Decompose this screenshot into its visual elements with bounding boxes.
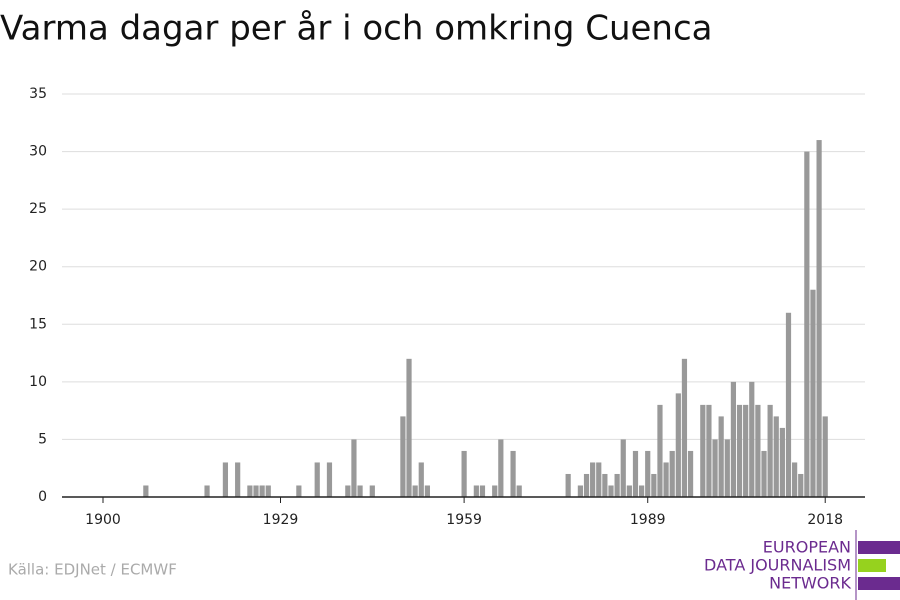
bar — [418, 462, 424, 497]
logo-bar — [858, 577, 900, 590]
bar — [663, 462, 669, 497]
bar — [681, 358, 688, 497]
bar — [326, 462, 333, 497]
bar — [718, 416, 724, 497]
bar — [755, 404, 761, 497]
bar — [773, 416, 779, 497]
bar — [222, 462, 229, 497]
bar — [626, 485, 632, 497]
bar — [406, 358, 412, 497]
bar — [724, 439, 730, 497]
bar — [810, 289, 816, 497]
bar — [400, 416, 406, 497]
bar — [669, 450, 675, 497]
bar — [736, 404, 743, 497]
logo-bar — [858, 559, 886, 572]
x-tick-label: 1959 — [446, 512, 482, 528]
bar — [675, 393, 681, 497]
bar — [516, 485, 522, 497]
bar — [479, 485, 486, 497]
bar — [792, 462, 798, 497]
bar — [706, 404, 712, 497]
bar — [296, 485, 302, 497]
x-tick-label: 1989 — [630, 512, 666, 528]
chart-title: Varma dagar per år i och omkring Cuenca — [0, 9, 713, 49]
bar — [712, 439, 718, 497]
bar — [577, 485, 584, 497]
y-tick-label: 25 — [29, 201, 47, 217]
bar — [767, 404, 773, 497]
bar — [235, 462, 241, 497]
bar — [651, 473, 657, 497]
logo-text: DATA JOURNALISM — [704, 556, 851, 575]
bar — [461, 450, 467, 497]
bar — [590, 462, 596, 497]
y-tick-label: 20 — [29, 259, 47, 275]
bar — [645, 450, 651, 497]
y-tick-label: 10 — [29, 374, 47, 390]
bar — [473, 485, 479, 497]
y-tick-label: 35 — [29, 86, 47, 102]
logo-text: EUROPEAN — [763, 538, 851, 557]
bar — [730, 381, 737, 497]
bar — [424, 485, 430, 497]
bar — [369, 485, 375, 497]
bar — [351, 439, 357, 497]
bar — [265, 485, 271, 497]
bar — [583, 473, 590, 497]
x-tick-label: 2018 — [807, 512, 843, 528]
bar — [816, 140, 822, 498]
bar — [620, 439, 626, 497]
logo-bar — [858, 541, 900, 554]
bar — [639, 485, 645, 497]
bar — [498, 439, 504, 497]
bar — [247, 485, 253, 497]
bar — [608, 485, 614, 497]
bar — [253, 485, 259, 497]
bar — [761, 450, 767, 497]
bar — [822, 416, 828, 497]
bar — [510, 450, 516, 497]
bar — [345, 485, 351, 497]
bar — [357, 485, 363, 497]
x-tick-label: 1900 — [85, 512, 121, 528]
bar — [798, 473, 804, 497]
bar — [632, 450, 639, 497]
bar — [687, 450, 694, 497]
bar — [565, 473, 571, 497]
logo-text: NETWORK — [769, 574, 851, 593]
bar — [259, 485, 265, 497]
bar — [700, 404, 706, 497]
bar — [204, 485, 210, 497]
bar — [412, 485, 418, 497]
bar — [614, 473, 620, 497]
y-tick-label: 0 — [38, 489, 47, 505]
bar — [743, 404, 749, 497]
bar — [492, 485, 498, 497]
bar — [314, 462, 320, 497]
y-tick-label: 5 — [38, 431, 47, 447]
bar — [749, 381, 755, 497]
bar — [779, 427, 785, 497]
bar — [143, 485, 149, 497]
bar — [596, 462, 602, 497]
bar — [785, 312, 792, 497]
source: Källa: EDJNet / ECMWF — [8, 561, 177, 579]
y-tick-label: 30 — [29, 144, 47, 160]
bar — [657, 404, 663, 497]
x-tick-label: 1929 — [263, 512, 299, 528]
bar — [804, 151, 810, 498]
bar — [602, 473, 608, 497]
y-tick-label: 15 — [29, 316, 47, 332]
